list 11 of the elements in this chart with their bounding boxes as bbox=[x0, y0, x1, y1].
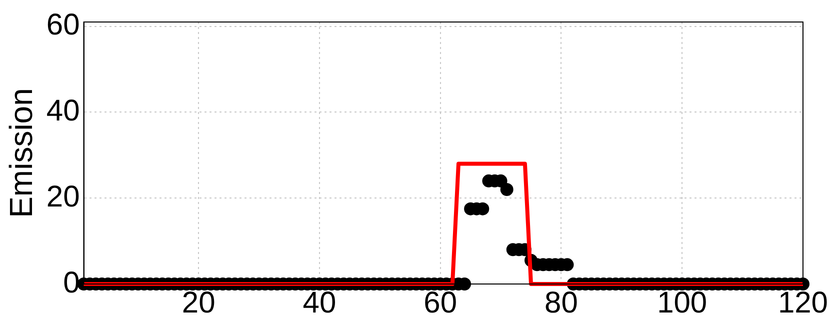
y-tick-label: 40 bbox=[46, 94, 80, 128]
y-tick-label: 20 bbox=[46, 180, 80, 214]
x-tick-label: 80 bbox=[544, 286, 578, 320]
x-tick-label: 60 bbox=[424, 286, 458, 320]
y-axis-title: Emission bbox=[3, 88, 40, 218]
x-tick-label: 120 bbox=[778, 286, 828, 320]
y-tick-label: 0 bbox=[63, 266, 80, 300]
x-tick-label: 100 bbox=[657, 286, 708, 320]
x-tick-label: 40 bbox=[302, 286, 336, 320]
x-tick-label: 20 bbox=[182, 286, 216, 320]
y-tick-label: 60 bbox=[46, 8, 80, 42]
